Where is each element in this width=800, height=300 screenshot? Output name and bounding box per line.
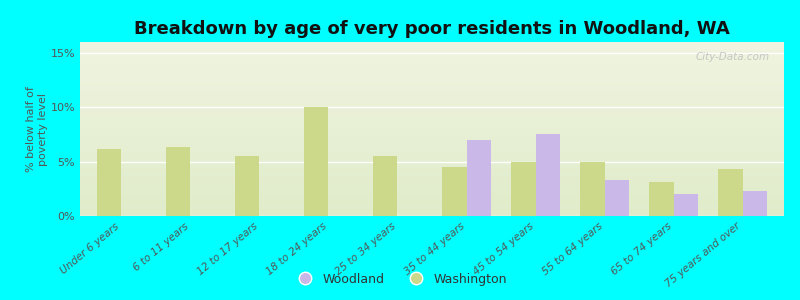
Bar [511,162,535,216]
Bar [442,167,466,216]
Bar [718,169,742,216]
Bar [304,107,329,216]
Bar [674,194,698,216]
Legend: Woodland, Washington: Woodland, Washington [288,268,512,291]
Bar [166,148,190,216]
Y-axis label: % below half of
poverty level: % below half of poverty level [26,86,48,172]
Bar [235,156,259,216]
Text: City-Data.com: City-Data.com [696,52,770,62]
Bar [650,182,674,216]
Bar [605,180,629,216]
Bar [742,191,766,216]
Bar [580,162,605,216]
Bar [535,134,560,216]
Bar [374,156,398,216]
Bar [98,148,122,216]
Bar [466,140,490,216]
Title: Breakdown by age of very poor residents in Woodland, WA: Breakdown by age of very poor residents … [134,20,730,38]
